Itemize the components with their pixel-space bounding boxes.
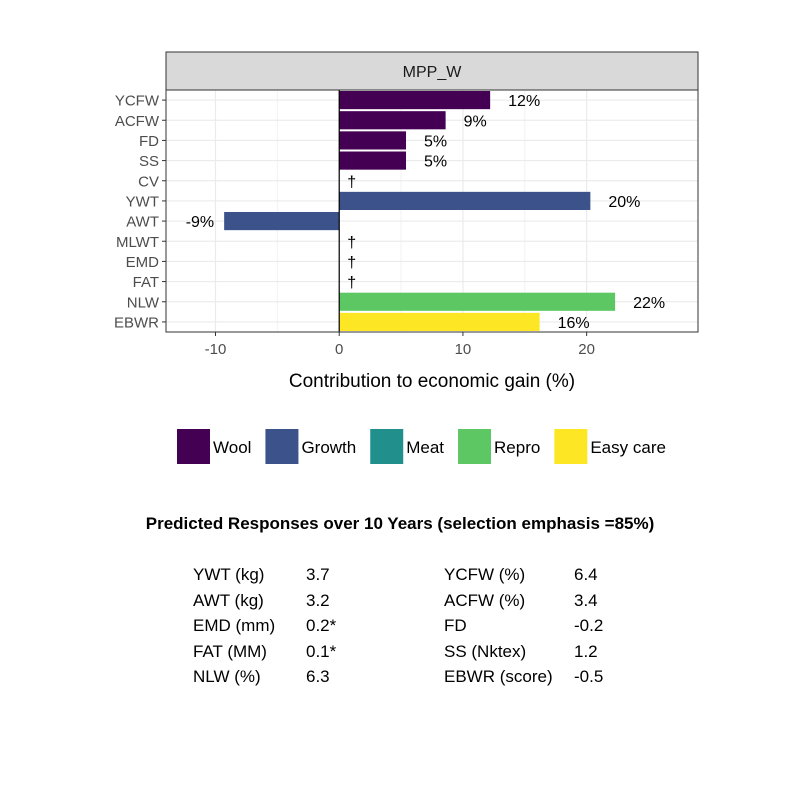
- data-label-acfw: 9%: [464, 113, 487, 130]
- y-tick-labels: YCFW ACFW FD SS CV YWT AWT MLWT EMD FAT NLW EBWR: [114, 93, 166, 331]
- response-name: EMD (mm): [193, 616, 276, 635]
- legend-label-easy-care: Easy care: [590, 438, 666, 457]
- legend-label-meat: Meat: [406, 438, 444, 457]
- data-label-emd: †: [347, 254, 356, 271]
- y-tick-label-ebwr: EBWR: [114, 314, 159, 331]
- response-value: -0.2: [574, 616, 604, 635]
- data-label-cv: †: [347, 174, 356, 191]
- plot-border: [165, 89, 699, 333]
- x-tick-label: -10: [205, 341, 227, 358]
- response-name: ACFW (%): [444, 590, 526, 610]
- bar-ycfw: [339, 91, 491, 110]
- data-label-ebwr: 16%: [558, 315, 590, 332]
- y-tick-label-ywt: YWT: [126, 193, 159, 210]
- legend-label-growth: Growth: [301, 438, 356, 457]
- response-value: -0.5: [574, 667, 604, 686]
- y-tick-label-ycfw: YCFW: [115, 93, 160, 110]
- x-axis-label: Contribution to economic gain (%): [289, 371, 575, 392]
- response-value: 3.2: [306, 590, 330, 610]
- response-name: EBWR (score): [444, 667, 553, 686]
- response-name: AWT (kg): [193, 590, 264, 610]
- facet-title: MPP_W: [403, 64, 463, 81]
- bar-acfw: [339, 111, 446, 130]
- x-tick-label: 10: [455, 341, 472, 358]
- response-name: SS (Nktex): [444, 641, 527, 661]
- legend-label-repro: Repro: [494, 438, 540, 457]
- bar-ywt: [339, 191, 591, 210]
- response-value: 0.2*: [306, 616, 337, 635]
- x-tick-label: 20: [578, 341, 595, 358]
- data-label-nlw: 22%: [633, 295, 665, 312]
- data-label-fat: †: [347, 275, 356, 292]
- y-tick-label-cv: CV: [138, 173, 159, 190]
- response-value: 6.3: [306, 667, 330, 686]
- response-name: FAT (MM): [193, 641, 267, 661]
- responses-title: Predicted Responses over 10 Years (selec…: [145, 514, 655, 533]
- data-label-ycfw: 12%: [508, 93, 540, 110]
- legend-key-growth: [265, 429, 299, 464]
- data-label-ywt: 20%: [608, 194, 640, 211]
- data-label-ss: 5%: [424, 154, 447, 171]
- bar-fd: [339, 131, 407, 150]
- y-tick-label-acfw: ACFW: [115, 113, 160, 130]
- response-value: 3.7: [306, 565, 330, 584]
- x-tick-label: 0: [335, 341, 343, 358]
- facet-strip: [165, 51, 699, 91]
- response-value: 0.1*: [306, 641, 337, 661]
- y-tick-label-ss: SS: [139, 153, 159, 170]
- response-value: 3.4: [574, 590, 598, 610]
- bar-awt: [224, 212, 340, 231]
- data-label-awt: -9%: [186, 214, 214, 231]
- response-name: NLW (%): [193, 667, 261, 686]
- x-tick-labels: -10 0 10 20: [205, 332, 595, 358]
- legend-label-wool: Wool: [213, 438, 251, 457]
- grid-lines: [166, 90, 698, 332]
- y-tick-label-nlw: NLW: [127, 294, 160, 311]
- legend: Wool Growth Meat Repro Easy care: [177, 429, 666, 464]
- legend-key-repro: [458, 429, 492, 464]
- bar-nlw: [339, 292, 616, 311]
- y-tick-label-emd: EMD: [126, 254, 160, 271]
- y-tick-label-fd: FD: [139, 133, 159, 150]
- response-value: 1.2: [574, 641, 598, 661]
- response-name: FD: [444, 616, 467, 635]
- bars-layer: [224, 91, 616, 331]
- plot-panel: [166, 90, 698, 332]
- response-value: 6.4: [574, 565, 598, 584]
- legend-key-easy-care: [554, 429, 588, 464]
- bar-ebwr: [339, 312, 540, 331]
- data-label-mlwt: †: [347, 234, 356, 251]
- bar-ss: [339, 151, 407, 170]
- y-tick-label-mlwt: MLWT: [116, 234, 159, 251]
- data-label-fd: 5%: [424, 133, 447, 150]
- y-tick-label-awt: AWT: [126, 214, 159, 231]
- legend-key-wool: [177, 429, 210, 464]
- response-name: YCFW (%): [444, 565, 526, 584]
- legend-key-meat: [370, 429, 404, 464]
- y-tick-label-fat: FAT: [133, 274, 159, 291]
- contribution-chart: MPP_W YCFW ACFW FD SS CV YWT AWT MLWT EMD FAT NLW E…: [114, 51, 699, 464]
- data-labels: 12% 9% 5% 5% † 20% -9% † † † 22% 16%: [186, 93, 665, 332]
- response-name: YWT (kg): [193, 565, 265, 584]
